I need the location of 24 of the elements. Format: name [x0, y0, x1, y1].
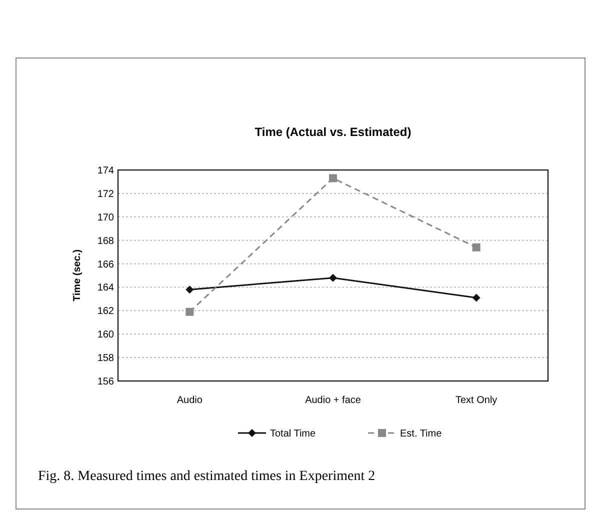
point [472, 294, 480, 302]
point [329, 274, 337, 282]
chart-title: Time (Actual vs. Estimated) [254, 125, 412, 139]
x-tick-label: Audio + face [305, 395, 362, 406]
point [329, 174, 337, 182]
y-tick-label: 158 [97, 353, 114, 364]
y-axis-title: Time (sec.) [72, 249, 83, 302]
legend-label: Est. Time [400, 428, 442, 440]
caption: Fig. 8. Measured times and estimated times in Experiment 2 [38, 469, 376, 484]
point [186, 308, 194, 316]
legend-label: Total Time [270, 428, 316, 440]
y-tick-label: 160 [97, 330, 114, 341]
y-tick-label: 170 [97, 212, 114, 224]
y-tick-label: 172 [97, 188, 114, 200]
point [186, 286, 194, 294]
y-tick-label: 168 [97, 236, 114, 247]
point [472, 243, 480, 252]
y-tick-label: 156 [97, 376, 114, 388]
y-tick-label: 162 [97, 306, 114, 318]
y-tick-label: 164 [97, 282, 114, 294]
x-tick-label: Text Only [455, 395, 498, 406]
y-tick-label: 166 [97, 259, 114, 270]
y-tick-label: 174 [97, 166, 114, 176]
x-tick-label: Audio [176, 395, 203, 406]
